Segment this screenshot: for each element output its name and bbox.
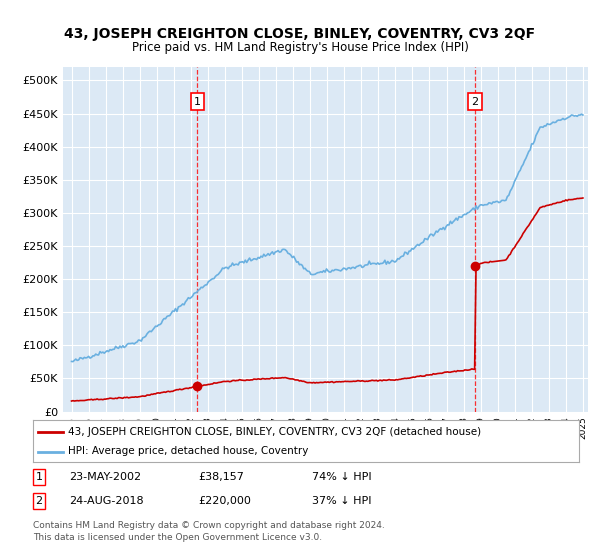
Text: 43, JOSEPH CREIGHTON CLOSE, BINLEY, COVENTRY, CV3 2QF (detached house): 43, JOSEPH CREIGHTON CLOSE, BINLEY, COVE… [68, 427, 482, 437]
Text: 43, JOSEPH CREIGHTON CLOSE, BINLEY, COVENTRY, CV3 2QF: 43, JOSEPH CREIGHTON CLOSE, BINLEY, COVE… [64, 27, 536, 41]
Text: 1: 1 [35, 472, 43, 482]
Text: 37% ↓ HPI: 37% ↓ HPI [312, 496, 371, 506]
Text: £220,000: £220,000 [198, 496, 251, 506]
Text: 1: 1 [194, 97, 201, 106]
Text: 23-MAY-2002: 23-MAY-2002 [69, 472, 141, 482]
Text: This data is licensed under the Open Government Licence v3.0.: This data is licensed under the Open Gov… [33, 533, 322, 542]
Text: £38,157: £38,157 [198, 472, 244, 482]
Text: 2: 2 [35, 496, 43, 506]
Text: 2: 2 [471, 97, 478, 106]
Text: 74% ↓ HPI: 74% ↓ HPI [312, 472, 371, 482]
Text: Contains HM Land Registry data © Crown copyright and database right 2024.: Contains HM Land Registry data © Crown c… [33, 521, 385, 530]
Text: Price paid vs. HM Land Registry's House Price Index (HPI): Price paid vs. HM Land Registry's House … [131, 41, 469, 54]
Text: 24-AUG-2018: 24-AUG-2018 [69, 496, 143, 506]
Text: HPI: Average price, detached house, Coventry: HPI: Average price, detached house, Cove… [68, 446, 309, 456]
